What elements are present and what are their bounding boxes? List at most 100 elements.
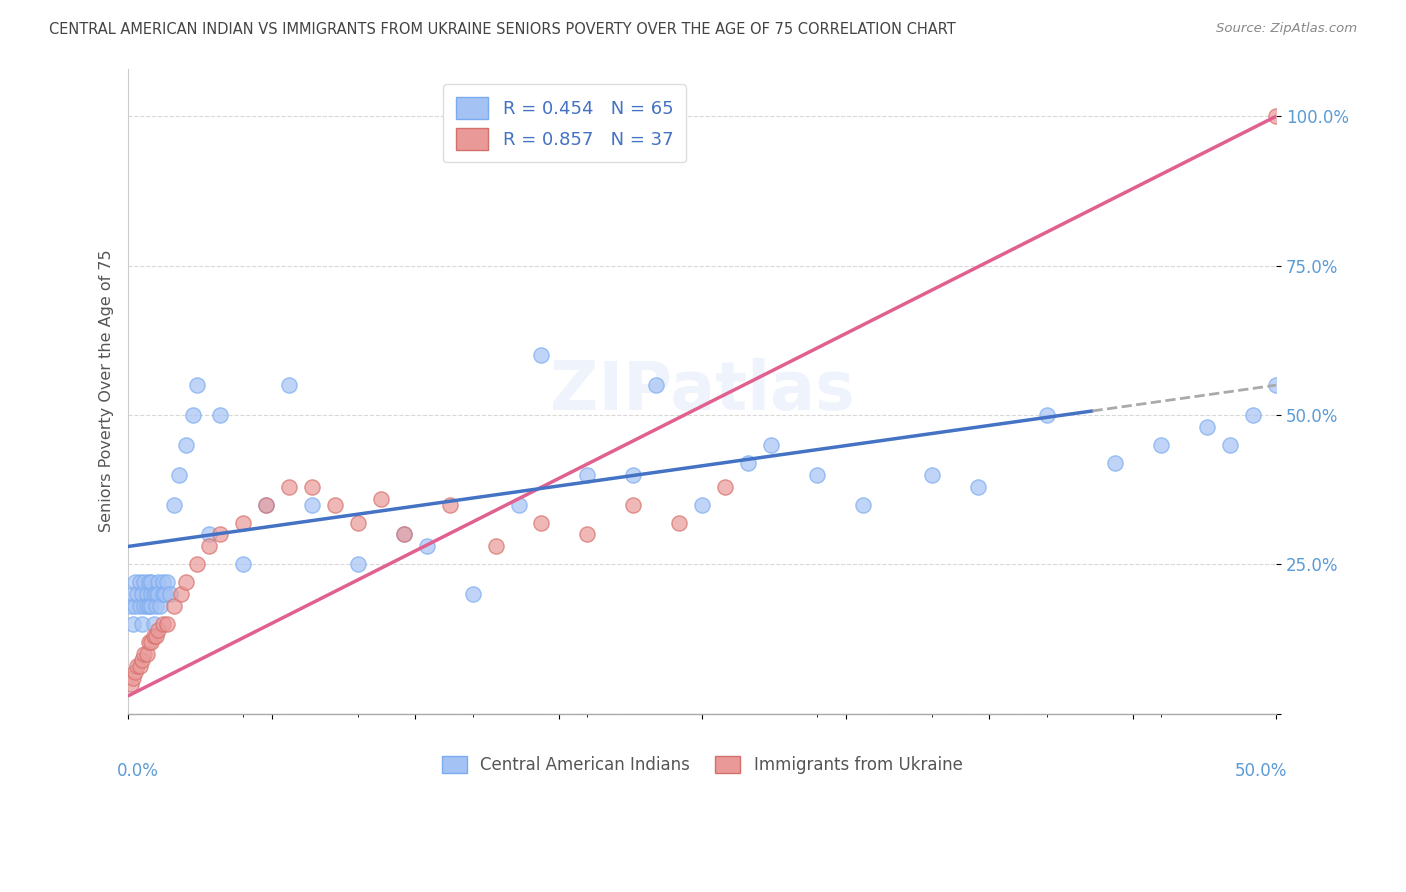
Point	[146, 575, 169, 590]
Point	[1150, 438, 1173, 452]
Point	[135, 587, 157, 601]
Point	[690, 498, 713, 512]
Point	[146, 587, 169, 601]
Point	[152, 587, 174, 601]
Point	[141, 575, 163, 590]
Point	[131, 617, 153, 632]
Point	[181, 408, 204, 422]
Point	[1035, 408, 1057, 422]
Point	[153, 587, 176, 601]
Point	[121, 671, 143, 685]
Point	[127, 587, 149, 601]
Point	[128, 575, 150, 590]
Point	[186, 378, 208, 392]
Point	[323, 498, 346, 512]
Point	[966, 480, 988, 494]
Point	[159, 587, 181, 601]
Point	[163, 599, 186, 614]
Point	[621, 467, 644, 482]
Point	[156, 575, 179, 590]
Point	[152, 575, 174, 590]
Point	[737, 456, 759, 470]
Point	[197, 527, 219, 541]
Point	[530, 516, 553, 530]
Point	[134, 647, 156, 661]
Point	[508, 498, 530, 512]
Point	[1265, 109, 1288, 123]
Point	[209, 527, 232, 541]
Point	[209, 408, 232, 422]
Text: ZIPatlas: ZIPatlas	[550, 358, 855, 424]
Point	[163, 498, 186, 512]
Point	[392, 527, 415, 541]
Point	[759, 438, 782, 452]
Point	[128, 659, 150, 673]
Point	[131, 653, 153, 667]
Point	[142, 587, 165, 601]
Point	[301, 498, 323, 512]
Point	[232, 558, 254, 572]
Point	[138, 635, 160, 649]
Y-axis label: Seniors Poverty Over the Age of 75: Seniors Poverty Over the Age of 75	[100, 250, 114, 533]
Point	[135, 599, 157, 614]
Point	[146, 623, 169, 637]
Point	[167, 467, 190, 482]
Point	[346, 516, 368, 530]
Point	[921, 467, 943, 482]
Point	[645, 378, 668, 392]
Point	[141, 635, 163, 649]
Text: 0.0%: 0.0%	[117, 762, 159, 780]
Point	[156, 617, 179, 632]
Point	[278, 378, 301, 392]
Point	[392, 527, 415, 541]
Point	[152, 617, 174, 632]
Text: CENTRAL AMERICAN INDIAN VS IMMIGRANTS FROM UKRAINE SENIORS POVERTY OVER THE AGE : CENTRAL AMERICAN INDIAN VS IMMIGRANTS FR…	[49, 22, 956, 37]
Point	[170, 587, 193, 601]
Point	[134, 599, 156, 614]
Point	[149, 599, 172, 614]
Point	[1104, 456, 1126, 470]
Point	[806, 467, 828, 482]
Point	[127, 659, 149, 673]
Point	[145, 599, 167, 614]
Point	[124, 665, 146, 679]
Point	[141, 587, 163, 601]
Point	[415, 540, 437, 554]
Point	[121, 587, 143, 601]
Point	[370, 491, 392, 506]
Point	[484, 540, 506, 554]
Point	[128, 599, 150, 614]
Point	[174, 575, 197, 590]
Point	[197, 540, 219, 554]
Point	[1265, 378, 1288, 392]
Point	[621, 498, 644, 512]
Point	[142, 617, 165, 632]
Point	[124, 575, 146, 590]
Text: 50.0%: 50.0%	[1236, 762, 1288, 780]
Point	[232, 516, 254, 530]
Point	[1241, 408, 1264, 422]
Point	[278, 480, 301, 494]
Point	[138, 599, 160, 614]
Point	[530, 348, 553, 362]
Point	[576, 467, 599, 482]
Point	[124, 599, 146, 614]
Point	[142, 629, 165, 643]
Point	[145, 587, 167, 601]
Point	[135, 647, 157, 661]
Point	[131, 587, 153, 601]
Point	[852, 498, 875, 512]
Point	[254, 498, 277, 512]
Point	[141, 599, 163, 614]
Point	[461, 587, 484, 601]
Point	[346, 558, 368, 572]
Point	[120, 599, 142, 614]
Point	[174, 438, 197, 452]
Point	[439, 498, 461, 512]
Point	[254, 498, 277, 512]
Point	[1219, 438, 1241, 452]
Point	[134, 575, 156, 590]
Point	[301, 480, 323, 494]
Text: Source: ZipAtlas.com: Source: ZipAtlas.com	[1216, 22, 1357, 36]
Point	[714, 480, 737, 494]
